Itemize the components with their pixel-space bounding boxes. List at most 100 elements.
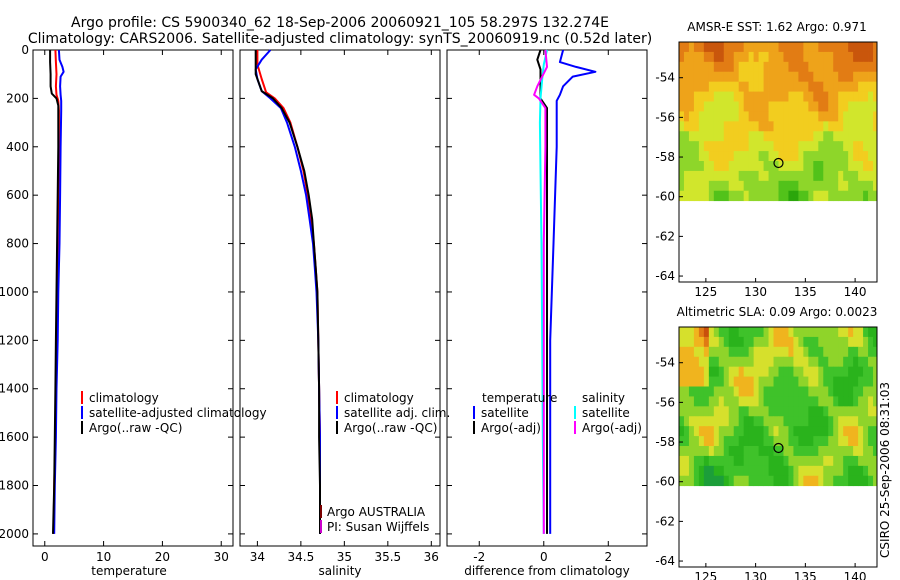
heatmap-cell	[783, 376, 789, 387]
heatmap-cell	[718, 71, 725, 83]
y-tick-label: 1600	[0, 430, 29, 444]
heatmap-cell	[748, 131, 755, 142]
heatmap-cell	[833, 131, 839, 142]
heatmap-cell	[703, 336, 710, 348]
heatmap-cell	[748, 91, 755, 102]
heatmap-cell	[758, 121, 764, 132]
heatmap-cell	[853, 455, 859, 467]
heatmap-cell	[798, 426, 804, 437]
heatmap-cell	[823, 101, 829, 112]
heatmap-cell	[768, 426, 774, 437]
heatmap-cell	[688, 51, 695, 63]
heatmap-cell	[833, 346, 839, 358]
heatmap-cell	[773, 61, 779, 73]
heatmap-cell	[803, 101, 809, 112]
heatmap-cell	[778, 436, 784, 447]
heatmap-cell	[718, 170, 725, 182]
heatmap-cell	[833, 366, 839, 377]
heatmap-cell	[873, 61, 878, 73]
heatmap-cell	[683, 327, 690, 338]
heatmap-cell	[728, 170, 735, 182]
heatmap-cell	[698, 161, 705, 172]
heatmap-cell	[798, 121, 804, 132]
heatmap-cell	[758, 151, 764, 162]
heatmap-cell	[743, 426, 750, 437]
heatmap-cell	[868, 71, 874, 83]
heatmap-cell	[773, 455, 779, 467]
heatmap-cell	[743, 336, 750, 348]
heatmap-cell	[718, 356, 725, 368]
heatmap-cell	[843, 406, 849, 417]
heatmap-cell	[753, 51, 759, 63]
heatmap-cell	[813, 161, 819, 172]
difference-series	[533, 49, 597, 534]
heatmap-cell	[828, 376, 834, 387]
heatmap-cell	[788, 42, 794, 53]
heatmap-cell	[843, 446, 849, 457]
heatmap-cell	[828, 356, 834, 368]
heatmap-cell	[743, 61, 750, 73]
heatmap-cell	[813, 446, 819, 457]
heatmap-cell	[753, 151, 759, 162]
heatmap-cell	[808, 151, 814, 162]
heatmap-cell	[753, 180, 759, 192]
heatmap-cell	[778, 61, 784, 73]
heatmap-cell	[788, 327, 794, 338]
heatmap-cell	[688, 436, 695, 447]
heatmap-cell	[758, 61, 764, 73]
heatmap-cell	[838, 336, 844, 348]
heatmap-cell	[743, 131, 750, 142]
heatmap-cell	[738, 170, 745, 182]
x-tick-label: -2	[473, 550, 485, 564]
heatmap-cell	[793, 386, 799, 397]
heatmap-cell	[679, 356, 685, 368]
map-y-tick-label: -64	[655, 269, 675, 283]
heatmap-cell	[843, 336, 849, 348]
heatmap-cell	[679, 386, 685, 397]
heatmap-cell	[733, 446, 740, 457]
heatmap-cell	[838, 327, 844, 338]
heatmap-cell	[743, 111, 750, 122]
sla-map-frame	[678, 326, 878, 568]
heatmap-cell	[778, 81, 784, 92]
heatmap-cell	[703, 161, 710, 172]
heatmap-cell	[743, 366, 750, 377]
heatmap-cell	[703, 121, 710, 132]
heatmap-cell	[848, 51, 854, 63]
heatmap-cell	[808, 475, 814, 487]
heatmap-cell	[738, 366, 745, 377]
heatmap-cell	[853, 190, 859, 202]
heatmap-cell	[728, 61, 735, 73]
heatmap-cell	[728, 81, 735, 92]
map-y-tick-label: -54	[655, 356, 675, 370]
heatmap-cell	[733, 376, 740, 387]
heatmap-cell	[683, 465, 690, 477]
heatmap-cell	[818, 141, 824, 152]
heatmap-cell	[688, 346, 695, 358]
heatmap-cell	[793, 346, 799, 358]
heatmap-cell	[768, 151, 774, 162]
heatmap-cell	[823, 91, 829, 102]
heatmap-cell	[743, 406, 750, 417]
heatmap-cell	[758, 406, 764, 417]
heatmap-cell	[783, 51, 789, 63]
heatmap-cell	[828, 475, 834, 487]
heatmap-cell	[758, 101, 764, 112]
heatmap-cell	[788, 81, 794, 92]
heatmap-cell	[748, 101, 755, 112]
heatmap-cell	[858, 366, 864, 377]
heatmap-cell	[838, 180, 844, 192]
heatmap-cell	[863, 356, 869, 368]
heatmap-cell	[813, 396, 819, 407]
heatmap-cell	[738, 51, 745, 63]
heatmap-cell	[863, 91, 869, 102]
heatmap-cell	[728, 465, 735, 477]
heatmap-cell	[788, 71, 794, 83]
heatmap-cell	[813, 101, 819, 112]
heatmap-cell	[853, 180, 859, 192]
heatmap-cell	[868, 327, 874, 338]
heatmap-cell	[858, 81, 864, 92]
heatmap-cell	[713, 426, 720, 437]
heatmap-cell	[858, 51, 864, 63]
heatmap-cell	[688, 101, 695, 112]
